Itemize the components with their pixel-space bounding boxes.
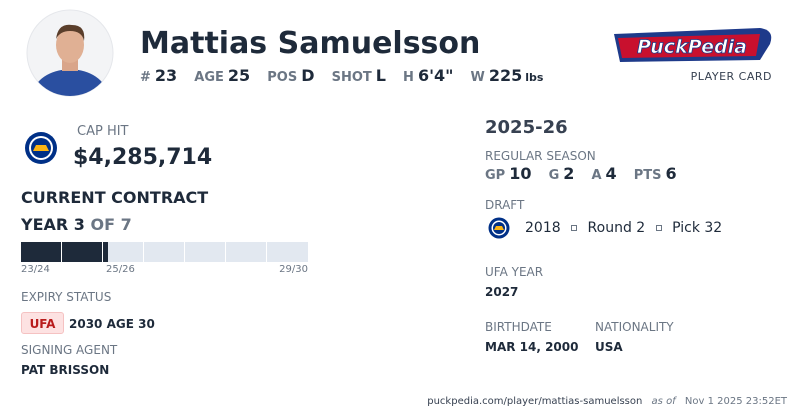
stat-value: 225 — [488, 66, 523, 85]
stat-label: POS — [267, 70, 298, 85]
agent: PAT BRISSON — [21, 363, 110, 377]
segment — [226, 242, 266, 262]
year: YEAR 3 — [21, 215, 85, 234]
stat-value: 2 — [563, 164, 575, 183]
contract-year: YEAR 3 OF 7 — [21, 215, 132, 234]
timestamp: Nov 1 2025 23:52ET — [684, 396, 787, 407]
stat-value: 4 — [605, 164, 617, 183]
player-photo — [26, 9, 114, 97]
nationality: USA — [595, 340, 623, 354]
stat-value: 6 — [665, 164, 677, 183]
bar-label: 25/26 — [106, 264, 135, 275]
segment — [185, 242, 225, 262]
expiry-detail: 2030 AGE 30 — [69, 317, 155, 331]
draft-pick: Pick 32 — [672, 220, 723, 236]
draft-team-logo — [488, 217, 510, 239]
player-stats: #23 AGE 25 POS D SHOT L H 6'4" W 225 lbs — [140, 66, 543, 85]
agent-label: SIGNING AGENT — [21, 343, 118, 357]
stat-value: 6'4" — [417, 66, 454, 85]
expiry-badge: UFA — [21, 312, 64, 334]
stat-label: H — [403, 70, 414, 85]
brand-name: PuckPedia — [637, 36, 747, 58]
footer: puckpedia.com/player/mattias-samuelsson … — [427, 396, 787, 407]
stat-label: SHOT — [331, 70, 372, 85]
ufa-year: 2027 — [485, 285, 519, 299]
player-name: Mattias Samuelsson — [140, 26, 481, 61]
season-title: 2025-26 — [485, 117, 568, 138]
stat-label: G — [548, 168, 560, 183]
ufa-label: UFA YEAR — [485, 265, 544, 279]
bar-label: 29/30 — [279, 264, 308, 275]
expiry-label: EXPIRY STATUS — [21, 290, 112, 304]
stat-value: 25 — [227, 66, 251, 85]
draft-label: DRAFT — [485, 198, 525, 212]
brand-logo: PuckPedia — [614, 28, 772, 62]
stat-label: A — [591, 168, 602, 183]
weight-unit: lbs — [525, 71, 544, 84]
stat-value: 10 — [509, 164, 532, 183]
stat-value: L — [375, 66, 386, 85]
contract-heading: CURRENT CONTRACT — [21, 188, 209, 207]
stat-label: # — [140, 70, 151, 85]
as-of: as of — [651, 396, 676, 407]
nationality-label: NATIONALITY — [595, 320, 674, 334]
player-url: puckpedia.com/player/mattias-samuelsson — [427, 396, 643, 407]
segment — [21, 242, 61, 262]
season-label: REGULAR SEASON — [485, 149, 596, 163]
birthdate-label: BIRTHDATE — [485, 320, 552, 334]
draft-info: 2018 Round 2 Pick 32 — [525, 220, 722, 236]
stat-label: AGE — [194, 70, 224, 85]
segment — [103, 242, 143, 262]
segment — [144, 242, 184, 262]
bar-label: 23/24 — [21, 264, 50, 275]
stat-value: 23 — [154, 66, 178, 85]
cap-hit: $4,285,714 — [73, 145, 213, 170]
segment — [267, 242, 308, 262]
team-logo — [25, 132, 57, 164]
draft-year: 2018 — [525, 220, 561, 236]
birthdate: MAR 14, 2000 — [485, 340, 579, 354]
stat-label: PTS — [633, 168, 662, 183]
stat-label: W — [470, 70, 485, 85]
brand-subtitle: PLAYER CARD — [690, 70, 772, 83]
year-total: OF 7 — [90, 215, 132, 234]
draft-round: Round 2 — [587, 220, 646, 236]
stat-label: GP — [485, 168, 506, 183]
cap-hit-label: CAP HIT — [77, 124, 129, 139]
stat-value: D — [301, 66, 315, 85]
segment — [62, 242, 102, 262]
